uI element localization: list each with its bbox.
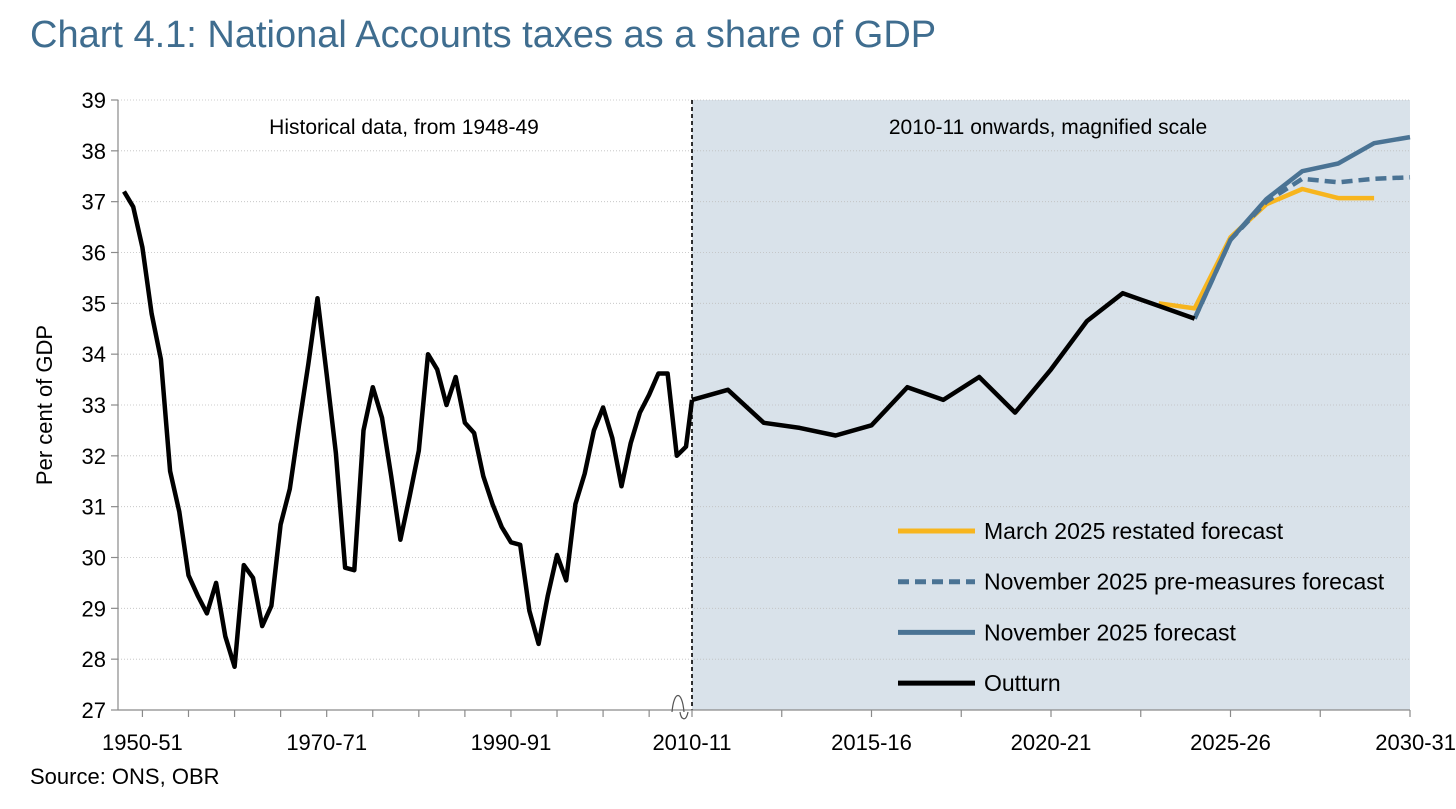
x-axis-ticks: 1950-51 1970-71 1990-91 2010-11 2015-16 2020-…	[102, 710, 1456, 755]
x-tick-label: 1950-51	[102, 730, 183, 755]
magnified-panel-label: 2010-11 onwards, magnified scale	[889, 116, 1207, 139]
y-tick-label: 30	[82, 546, 106, 571]
chart-title: Chart 4.1: National Accounts taxes as a …	[30, 14, 937, 56]
x-tick-label: 1970-71	[286, 730, 367, 755]
y-tick-label: 35	[82, 291, 106, 316]
y-tick-label: 32	[82, 444, 106, 469]
y-tick-label: 34	[82, 342, 106, 367]
y-tick-label: 38	[82, 139, 106, 164]
data-series	[122, 134, 1411, 670]
y-tick-label: 29	[82, 596, 106, 621]
legend-label: November 2025 pre-measures forecast	[984, 569, 1385, 595]
y-tick-label: 36	[82, 241, 106, 266]
gridlines	[118, 99, 1410, 660]
x-tick-label: 2015-16	[831, 730, 912, 755]
y-axis-label: Per cent of GDP	[32, 325, 57, 485]
legend-label: November 2025 forecast	[984, 619, 1236, 645]
y-tick-label: 28	[82, 647, 106, 672]
x-tick-label: 2030-31	[1375, 730, 1456, 755]
x-tick-label: 2010-11	[652, 730, 731, 755]
legend: March 2025 restated forecast November 202…	[898, 518, 1385, 696]
x-tick-label: 2025-26	[1190, 730, 1271, 755]
x-tick-label: 1990-91	[471, 730, 552, 755]
y-tick-label: 39	[82, 88, 106, 113]
y-tick-label: 33	[82, 393, 106, 418]
y-tick-label: 27	[82, 698, 106, 723]
x-tick-label: 2020-21	[1011, 730, 1092, 755]
source-note: Source: ONS, OBR	[30, 764, 220, 789]
series-outturn-magnified	[691, 290, 1196, 438]
historical-panel-label: Historical data, from 1948-49	[269, 116, 539, 139]
series-outturn-historical	[122, 190, 695, 670]
y-axis-ticks: 27 28 29 30 31 32 33 34 35 36 37 38 39	[82, 88, 118, 723]
legend-label: Outturn	[984, 670, 1061, 696]
y-tick-label: 31	[82, 495, 106, 520]
axis-break-mark-2	[679, 711, 689, 720]
y-tick-label: 37	[82, 190, 106, 215]
series-november-2025-forecast	[1192, 134, 1411, 320]
axis-break-mark	[671, 694, 685, 713]
legend-label: March 2025 restated forecast	[984, 518, 1284, 544]
